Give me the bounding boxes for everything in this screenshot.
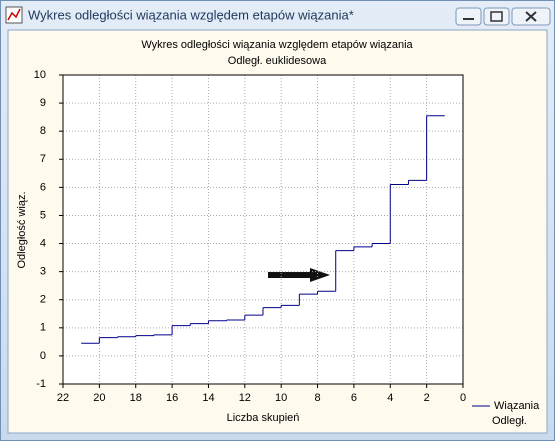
chart-title: Wykres odległości wiązania względem etap…	[141, 39, 413, 51]
minimize-button[interactable]	[455, 7, 482, 26]
x-tick-label: 16	[166, 392, 178, 404]
y-tick-label: 7	[40, 153, 46, 165]
legend-subtitle: Odległ.	[492, 415, 527, 427]
y-tick-label: 8	[40, 125, 46, 137]
x-tick-label: 4	[387, 392, 393, 404]
y-tick-label: 5	[40, 209, 46, 221]
plot-border	[62, 74, 464, 385]
icon-graph	[7, 8, 21, 21]
plot-area	[63, 75, 463, 384]
x-tick-label: 0	[460, 392, 466, 404]
x-tick-label: 22	[57, 392, 69, 404]
y-tick-label: 0	[40, 350, 46, 362]
y-tick-label: 2	[40, 294, 46, 306]
y-tick-label: -1	[36, 378, 46, 390]
y-axis-label: Odległość wiąz.	[16, 191, 28, 268]
x-tick-label: 8	[314, 392, 320, 404]
annotation-arrow	[268, 268, 330, 282]
x-tick-label: 18	[130, 392, 142, 404]
y-tick-label: 3	[40, 266, 46, 278]
y-tick-label: 1	[40, 322, 46, 334]
y-tick-label: 10	[34, 69, 46, 81]
y-tick-label: 6	[40, 181, 46, 193]
x-tick-label: 20	[93, 392, 105, 404]
maximize-glyph	[490, 11, 503, 22]
x-tick-label: 14	[202, 392, 214, 404]
x-tick-label: 6	[351, 392, 357, 404]
chart-subtitle: Odległ. euklidesowa	[228, 55, 327, 67]
x-axis-label: Liczba skupień	[227, 412, 300, 424]
x-tick-label: 2	[424, 392, 430, 404]
maximize-button[interactable]	[483, 7, 510, 26]
y-tick-label: 9	[40, 97, 46, 109]
x-tick-label: 10	[275, 392, 287, 404]
legend-label: Wiązania	[494, 400, 540, 412]
x-tick-label: 12	[239, 392, 251, 404]
y-tick-label: 4	[40, 237, 46, 249]
close-glyph	[525, 11, 537, 22]
window-title: Wykres odległości wiązania względem etap…	[28, 7, 354, 22]
window-buttons[interactable]	[455, 7, 551, 26]
